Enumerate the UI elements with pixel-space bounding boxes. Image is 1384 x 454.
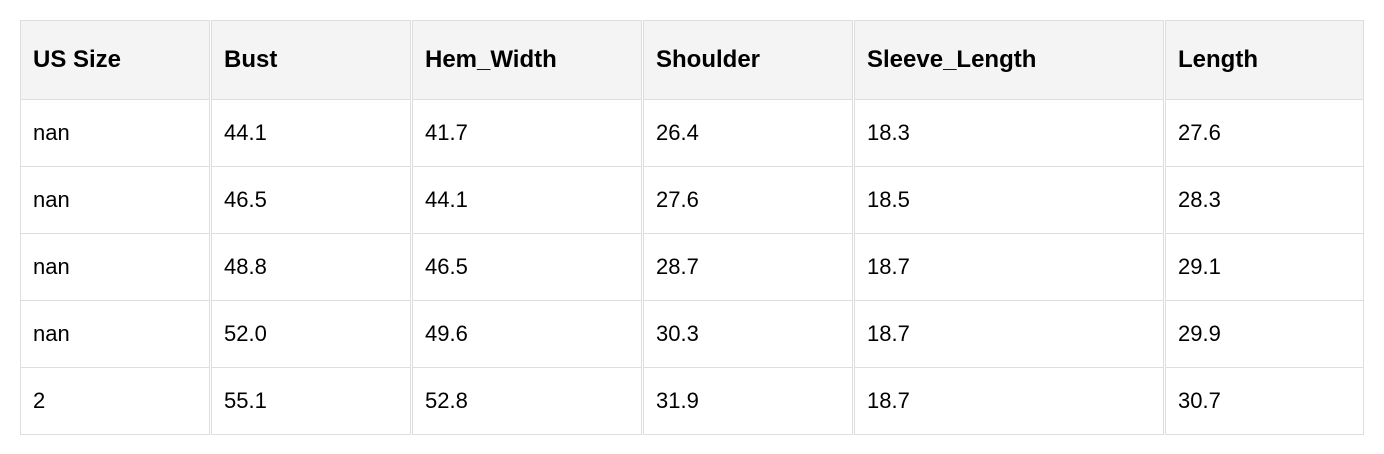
header-bust: Bust [211, 20, 411, 100]
cell-bust: 46.5 [211, 167, 411, 234]
cell-bust: 44.1 [211, 100, 411, 167]
cell-hem-width: 46.5 [412, 234, 642, 301]
table-row: 2 55.1 52.8 31.9 18.7 30.7 [20, 368, 1364, 435]
header-hem-width: Hem_Width [412, 20, 642, 100]
cell-shoulder: 30.3 [643, 301, 853, 368]
table-row: nan 48.8 46.5 28.7 18.7 29.1 [20, 234, 1364, 301]
header-row: US Size Bust Hem_Width Shoulder Sleeve_L… [20, 20, 1364, 100]
cell-hem-width: 52.8 [412, 368, 642, 435]
cell-sleeve-length: 18.7 [854, 234, 1164, 301]
cell-us-size: 2 [20, 368, 210, 435]
cell-length: 29.9 [1165, 301, 1364, 368]
header-shoulder: Shoulder [643, 20, 853, 100]
cell-length: 28.3 [1165, 167, 1364, 234]
cell-shoulder: 28.7 [643, 234, 853, 301]
table-row: nan 52.0 49.6 30.3 18.7 29.9 [20, 301, 1364, 368]
header-length: Length [1165, 20, 1364, 100]
cell-length: 27.6 [1165, 100, 1364, 167]
cell-hem-width: 41.7 [412, 100, 642, 167]
cell-sleeve-length: 18.7 [854, 301, 1164, 368]
cell-bust: 52.0 [211, 301, 411, 368]
cell-shoulder: 27.6 [643, 167, 853, 234]
cell-sleeve-length: 18.7 [854, 368, 1164, 435]
table-row: nan 46.5 44.1 27.6 18.5 28.3 [20, 167, 1364, 234]
cell-us-size: nan [20, 100, 210, 167]
cell-length: 29.1 [1165, 234, 1364, 301]
header-us-size: US Size [20, 20, 210, 100]
cell-hem-width: 44.1 [412, 167, 642, 234]
cell-length: 30.7 [1165, 368, 1364, 435]
table-row: nan 44.1 41.7 26.4 18.3 27.6 [20, 100, 1364, 167]
cell-sleeve-length: 18.3 [854, 100, 1164, 167]
cell-bust: 55.1 [211, 368, 411, 435]
size-chart-table: US Size Bust Hem_Width Shoulder Sleeve_L… [19, 20, 1365, 435]
cell-shoulder: 31.9 [643, 368, 853, 435]
cell-us-size: nan [20, 301, 210, 368]
cell-shoulder: 26.4 [643, 100, 853, 167]
cell-hem-width: 49.6 [412, 301, 642, 368]
header-sleeve-length: Sleeve_Length [854, 20, 1164, 100]
cell-sleeve-length: 18.5 [854, 167, 1164, 234]
cell-us-size: nan [20, 234, 210, 301]
cell-us-size: nan [20, 167, 210, 234]
cell-bust: 48.8 [211, 234, 411, 301]
